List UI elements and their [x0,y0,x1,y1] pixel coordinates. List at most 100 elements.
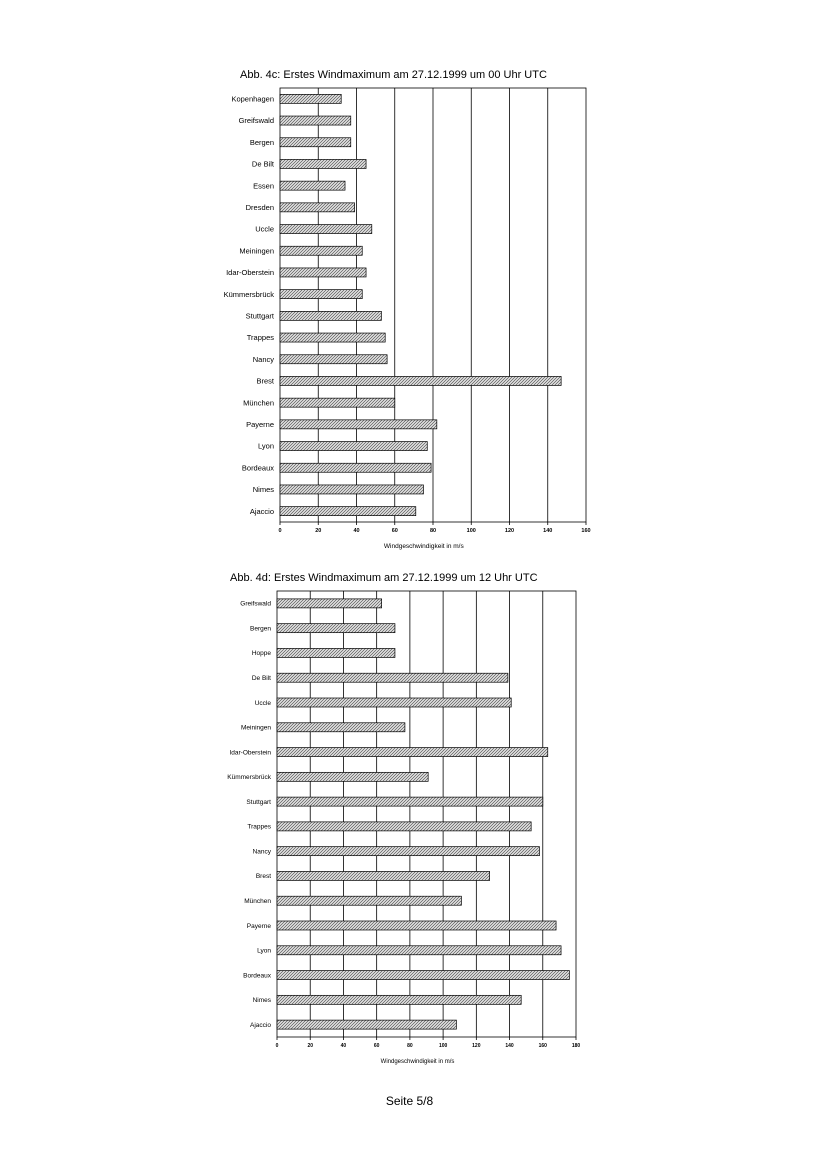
bar-brest [276,871,490,881]
bar-idar-oberstein [276,747,549,757]
category-label-dresden: Dresden [246,203,274,212]
category-label-trappes: Trappes [247,333,274,342]
category-label-kuemmersbrueck: Kümmersbrück [227,774,271,781]
category-label-essen: Essen [253,181,274,190]
bar-trappes [279,332,386,343]
bar-kuemmersbrueck [279,289,363,299]
category-label-brest: Brest [256,873,271,880]
x-tick-label: 60 [392,528,398,534]
category-label-bordeaux: Bordeaux [242,463,274,472]
category-label-payerne: Payerne [246,420,274,429]
category-label-bergen: Bergen [250,625,271,632]
bar-greifswald [279,115,352,126]
bar-lyon [279,441,428,451]
x-tick-label: 100 [467,528,476,534]
category-label-uccle: Uccle [255,225,274,234]
category-label-bordeaux: Bordeaux [243,972,272,979]
category-label-nancy: Nancy [253,848,272,855]
category-label-stuttgart: Stuttgart [246,799,271,806]
category-label-idar-oberstein: Idar-Oberstein [229,749,271,756]
bar-essen [279,180,346,191]
x-tick-label: 40 [341,1043,347,1049]
wind-max-12utc-chart: 0 20 40 60 80 100 120 140 160 180 Windgeschwindigk… [227,590,581,1065]
x-tick-label: 40 [353,528,359,534]
category-label-nimes: Nimes [253,997,272,1004]
bar-bergen [276,623,396,634]
x-tick-label: 80 [407,1043,413,1049]
bar-ajaccio [279,506,417,516]
category-label-de-bilt: De Bilt [252,675,271,682]
x-tick-label: 0 [276,1043,279,1049]
bar-bordeaux [276,970,570,980]
page-number: Seite 5/8 [385,1094,434,1108]
bar-bergen [279,137,352,148]
wind-max-00utc-chart: 0 20 40 60 80 100 120 140 160 Windgeschwindigkeit… [224,87,591,550]
category-label-greifswald: Greifswald [239,116,274,125]
x-axis-label: Windgeschwindigkeit in m/s [381,1059,455,1065]
category-label-idar-oberstein: Idar-Oberstein [226,268,274,277]
bar-idar-oberstein [279,267,367,278]
chart-title-4d: Abb. 4d: Erstes Windmaximum am 27.12.199… [230,572,538,584]
category-label-de-bilt: De Bilt [252,160,275,169]
bar-ajaccio [276,1019,457,1030]
category-label-meiningen: Meiningen [241,725,271,732]
bar-uccle [279,224,373,234]
category-label-lyon: Lyon [258,442,274,451]
x-tick-label: 80 [430,528,436,534]
x-tick-label: 60 [374,1043,380,1049]
category-label-kopenhagen: Kopenhagen [231,94,274,103]
category-label-muenchen: München [243,398,274,407]
bar-dresden [279,202,355,213]
x-tick-label: 20 [315,528,321,534]
bar-stuttgart [276,796,544,807]
category-label-lyon: Lyon [257,948,271,955]
category-label-nimes: Nimes [253,485,275,494]
x-tick-label: 140 [543,528,552,534]
bar-de-bilt [276,672,509,683]
bar-kopenhagen [279,94,342,104]
chart-title-4c: Abb. 4c: Erstes Windmaximum am 27.12.199… [240,69,547,81]
x-tick-label: 180 [572,1043,581,1049]
category-label-ajaccio: Ajaccio [250,1022,271,1029]
category-label-nancy: Nancy [253,355,275,364]
bar-lyon [276,945,562,956]
bar-meiningen [276,722,406,733]
category-label-muenchen: München [244,898,271,905]
bar-payerne [276,920,557,931]
category-label-trappes: Trappes [247,824,271,831]
bar-meiningen [279,245,363,256]
category-label-brest: Brest [256,377,274,386]
category-label-meiningen: Meiningen [239,246,274,255]
bar-kuemmersbrueck [276,771,429,782]
bar-uccle [276,697,512,708]
bar-payerne [279,419,438,430]
bar-bordeaux [279,462,432,473]
bar-nimes [276,994,522,1005]
bar-muenchen [279,397,396,408]
bar-nimes [279,484,424,495]
category-label-kuemmersbrueck: Kümmersbrück [224,290,275,299]
x-tick-label: 20 [307,1043,313,1049]
x-tick-label: 120 [505,528,514,534]
bar-greifswald [276,598,383,609]
category-label-payerne: Payerne [247,923,272,930]
category-label-ajaccio: Ajaccio [250,507,274,516]
bar-brest [279,376,562,386]
category-label-hoppe: Hoppe [252,650,272,657]
x-tick-label: 160 [539,1043,548,1049]
x-tick-label: 0 [278,528,281,534]
category-label-stuttgart: Stuttgart [246,311,275,320]
bar-hoppe [276,648,396,658]
category-label-greifswald: Greifswald [240,601,271,608]
x-tick-label: 160 [581,528,590,534]
plot-area [276,590,577,1038]
bar-trappes [276,821,532,832]
x-tick-label: 120 [472,1043,481,1049]
category-label-bergen: Bergen [250,138,274,147]
bar-nancy [279,354,388,365]
bar-muenchen [276,895,462,906]
x-tick-label: 100 [439,1043,448,1049]
bar-nancy [276,846,540,857]
x-axis-label: Windgeschwindigkeit in m/s [384,543,465,550]
bar-stuttgart [279,311,382,321]
